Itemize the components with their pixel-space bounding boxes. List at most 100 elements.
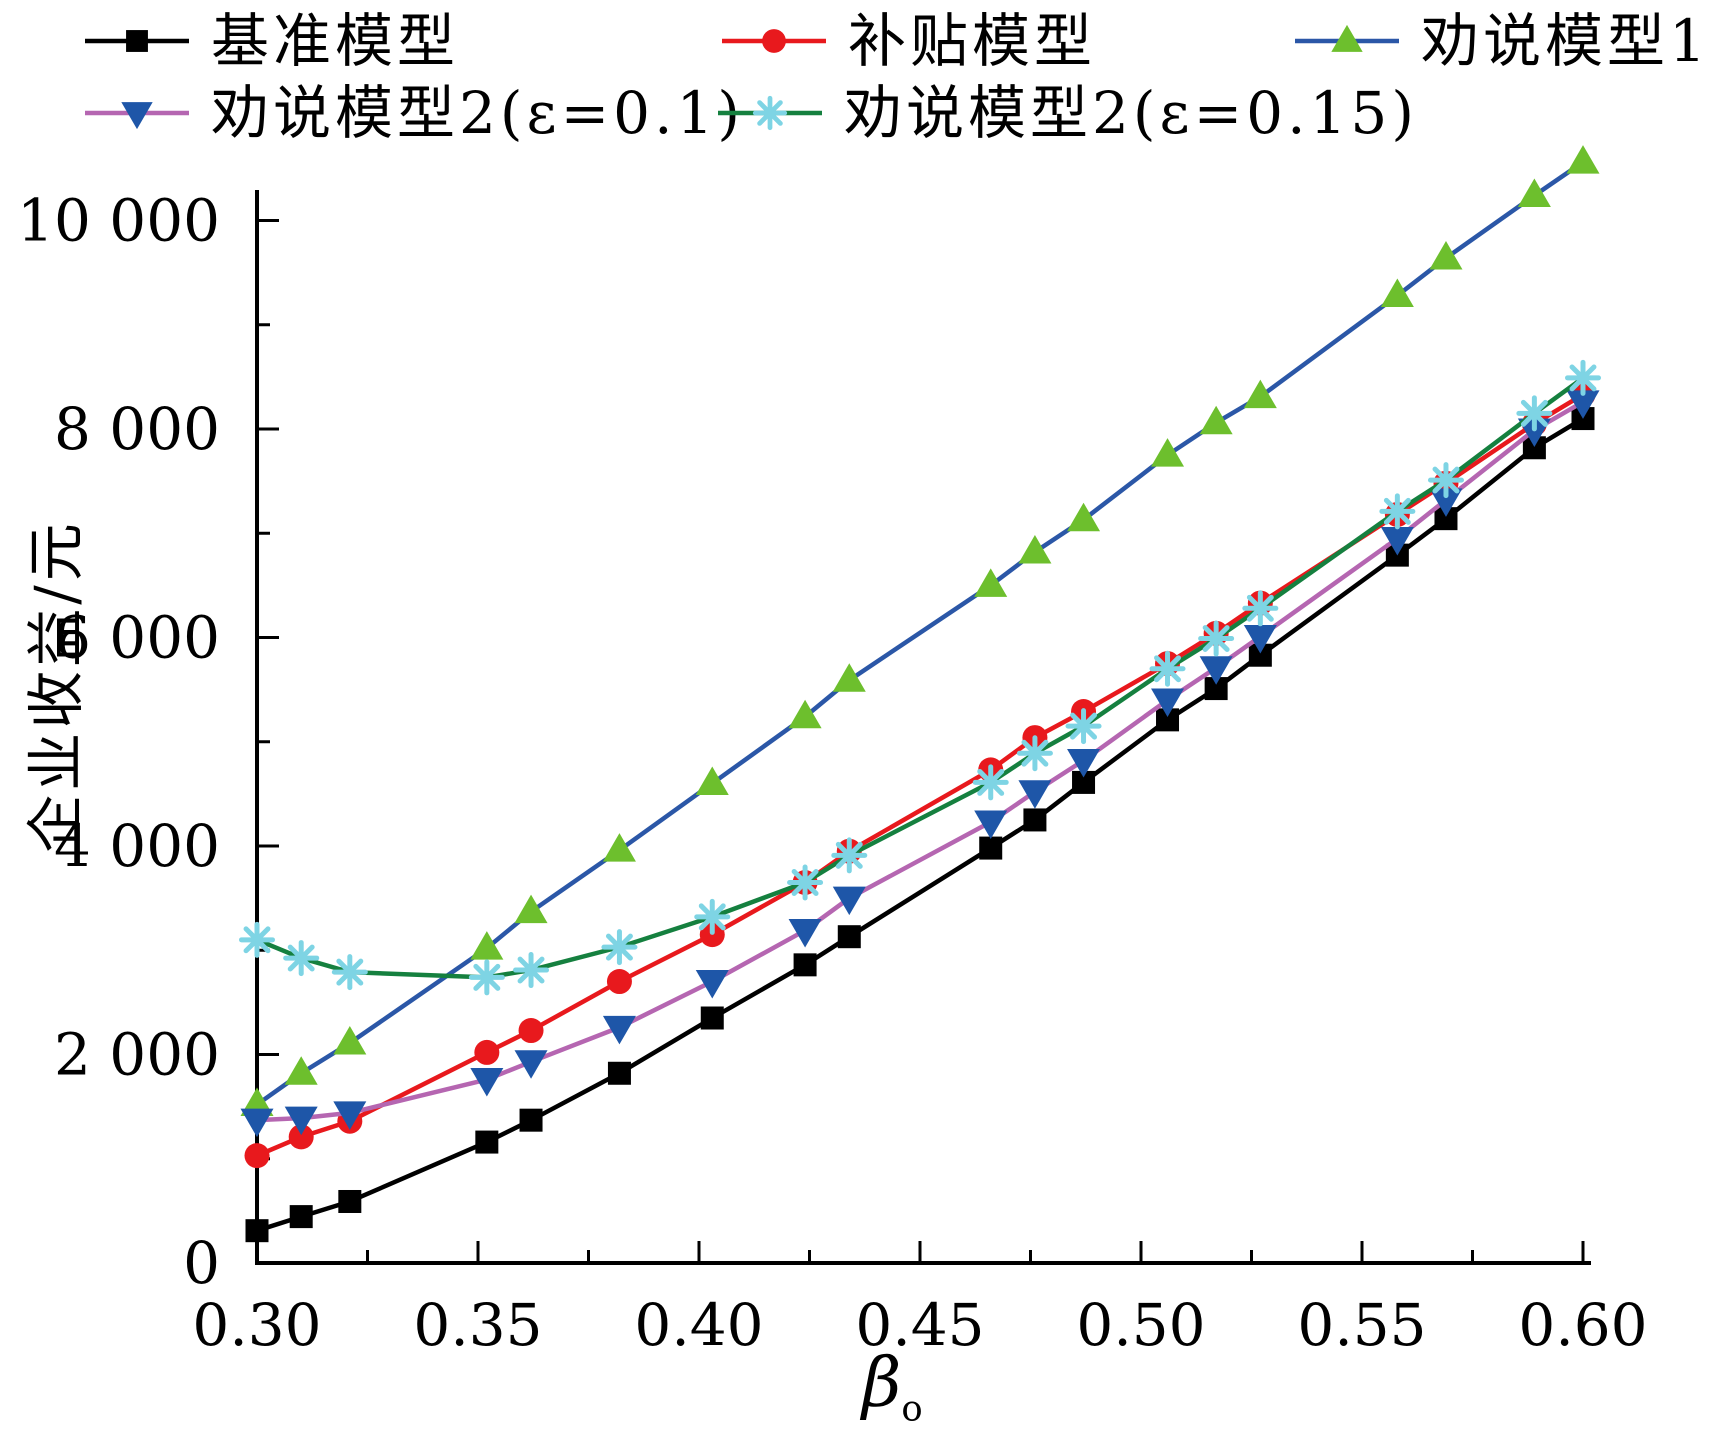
legend-swatch-svg <box>1295 24 1399 52</box>
data-point-marker <box>519 1108 543 1132</box>
data-point-marker <box>239 921 275 958</box>
data-point-marker <box>1156 708 1180 732</box>
data-point-marker <box>1199 656 1233 685</box>
legend-swatch-svg <box>718 95 822 131</box>
legend-label-persuasion2-e01: 劝说模型2(ε=0.1) <box>211 79 745 147</box>
x-tick-label: 0.40 <box>634 1291 763 1359</box>
data-point-marker <box>695 970 729 999</box>
data-point-marker <box>1565 359 1601 396</box>
series-2 <box>240 145 1600 1117</box>
data-point-marker <box>284 1056 318 1085</box>
y-axis-title: 企业收益/元 <box>22 519 90 853</box>
data-point-marker <box>788 918 822 948</box>
data-point-marker <box>1243 624 1277 654</box>
data-point-marker <box>514 894 548 924</box>
x-tick-label: 0.30 <box>192 1291 321 1359</box>
x-tick-label: 0.45 <box>855 1291 984 1359</box>
legend-label-persuasion2-e015: 劝说模型2(ε=0.15) <box>844 79 1418 147</box>
legend-marker-persuasion2-e01-triangle-down-icon <box>85 91 189 135</box>
data-point-marker <box>1380 278 1414 308</box>
legend-swatch-svg <box>85 30 189 52</box>
y-tick-label: 10 000 <box>17 187 220 255</box>
data-point-marker <box>1379 493 1416 530</box>
data-point-marker <box>1522 436 1546 460</box>
series-3 <box>240 390 1600 1138</box>
legend-marker-subsidy-circle-icon <box>722 19 826 63</box>
data-point-marker <box>1434 507 1458 531</box>
series-1 <box>244 382 1596 1169</box>
data-point-marker <box>333 1101 367 1130</box>
y-tick-label: 4 000 <box>54 812 220 880</box>
legend-swatch-svg <box>85 102 189 130</box>
series-line-1 <box>256 392 1585 1158</box>
data-point-marker <box>1067 749 1101 778</box>
data-point-marker <box>832 663 866 692</box>
data-point-marker <box>788 699 822 729</box>
data-point-marker <box>787 864 824 901</box>
x-axis-title: βo <box>862 1344 923 1430</box>
y-tick-label: 0 <box>183 1229 220 1297</box>
data-point-marker <box>245 1219 269 1243</box>
data-point-marker <box>468 959 505 996</box>
data-point-marker <box>1566 390 1600 419</box>
data-point-marker <box>1516 395 1553 432</box>
legend-label-baseline: 基准模型 <box>211 7 460 75</box>
data-point-marker <box>1018 535 1052 564</box>
data-point-marker <box>1248 643 1272 667</box>
legend-marker-persuasion2-e015-asterisk-icon <box>718 91 822 135</box>
data-point-marker <box>513 952 550 989</box>
legend-swatch-svg <box>722 29 826 53</box>
data-point-marker <box>1243 379 1277 409</box>
data-point-marker <box>338 1189 362 1213</box>
data-point-marker <box>1517 178 1551 207</box>
data-point-marker <box>288 1124 314 1150</box>
data-point-marker <box>470 931 504 960</box>
data-point-marker <box>831 837 868 874</box>
data-point-marker <box>1067 502 1101 532</box>
legend-marker-baseline-square-icon <box>85 19 189 63</box>
x-tick-label: 0.35 <box>413 1291 542 1359</box>
data-point-marker <box>974 568 1008 597</box>
data-point-marker <box>518 1018 544 1044</box>
data-point-marker <box>601 929 638 966</box>
y-tick-label: 6 000 <box>54 604 220 672</box>
data-point-marker <box>283 940 320 977</box>
legend-item-persuasion2-e015: 劝说模型2(ε=0.15) <box>718 80 1418 146</box>
x-tick-label: 0.55 <box>1297 1291 1426 1359</box>
x-tick-label: 0.60 <box>1518 1291 1647 1359</box>
data-point-marker <box>289 1205 313 1229</box>
data-point-marker <box>514 1050 548 1079</box>
data-point-marker <box>1566 145 1600 174</box>
data-point-marker <box>700 1006 724 1030</box>
legend-label-subsidy: 补贴模型 <box>848 7 1097 75</box>
data-point-marker <box>244 1143 270 1169</box>
data-point-marker <box>1016 735 1053 772</box>
data-point-marker <box>331 954 368 991</box>
data-point-marker <box>602 1015 636 1045</box>
data-point-marker <box>284 1106 318 1136</box>
data-point-marker <box>1198 620 1235 657</box>
series-line-0 <box>256 416 1585 1233</box>
data-point-marker <box>979 836 1003 860</box>
data-point-marker <box>333 1026 367 1055</box>
data-point-marker <box>837 925 861 949</box>
x-tick-label: 0.50 <box>1076 1291 1205 1359</box>
data-point-marker <box>972 764 1009 801</box>
series-4 <box>239 359 1601 996</box>
data-point-marker <box>1065 708 1102 745</box>
x-axis-title-subscript: o <box>901 1388 923 1430</box>
data-point-marker <box>1427 462 1464 499</box>
data-point-marker <box>1204 677 1228 701</box>
data-point-marker <box>1517 418 1551 448</box>
data-point-marker <box>832 886 866 916</box>
data-point-marker <box>695 766 729 795</box>
data-point-marker <box>793 953 817 977</box>
legend-item-persuasion1: 劝说模型1 <box>1295 8 1710 74</box>
data-point-marker <box>694 898 731 935</box>
x-axis-title-beta: β <box>862 1344 902 1423</box>
data-point-marker <box>240 1108 274 1138</box>
series-line-4 <box>256 376 1585 980</box>
data-point-marker <box>1429 241 1463 270</box>
